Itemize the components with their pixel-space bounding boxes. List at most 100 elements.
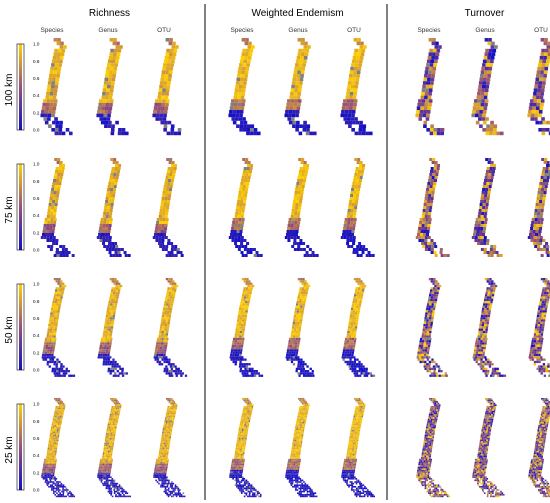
map-cell — [431, 317, 434, 320]
map-cell — [49, 457, 51, 459]
map-weighted-endemism-otu-100km — [340, 38, 373, 136]
map-cell — [53, 438, 56, 440]
map-cell — [485, 358, 488, 361]
map-cell — [46, 88, 51, 92]
map-cell — [246, 415, 248, 418]
map-cell — [244, 415, 247, 418]
map-cell — [296, 200, 300, 203]
map-cell — [48, 458, 51, 461]
map-cell — [241, 370, 245, 373]
map-cell — [243, 426, 246, 429]
map-cell — [542, 287, 545, 290]
map-cell — [108, 349, 111, 352]
map-cell — [110, 434, 113, 437]
map-cell — [349, 340, 352, 343]
map-cell — [237, 446, 240, 448]
map-cell — [160, 479, 162, 482]
map-cell — [164, 106, 169, 110]
map-cell — [44, 342, 47, 345]
map-cell — [354, 173, 358, 176]
map-cell — [101, 466, 104, 469]
map-cell — [116, 486, 119, 488]
map-cell — [353, 370, 357, 373]
map-cell — [436, 289, 440, 292]
map-cell — [159, 212, 163, 215]
map-cell — [242, 398, 244, 400]
map-cell — [371, 254, 375, 257]
map-cell — [290, 333, 294, 336]
map-cell — [428, 221, 432, 224]
map-cell — [483, 200, 487, 203]
map-cell — [355, 287, 358, 290]
map-cell — [346, 99, 351, 103]
map-cell — [58, 423, 60, 426]
map-cell — [155, 473, 157, 475]
map-cell — [241, 307, 244, 311]
map-cell — [163, 446, 165, 448]
map-cell — [354, 374, 357, 377]
map-cell — [62, 245, 66, 248]
row-label-100-km: 100 km — [4, 74, 15, 107]
map-cell — [112, 417, 114, 419]
map-cell — [490, 45, 495, 49]
map-cell — [50, 439, 53, 442]
map-cell — [300, 294, 303, 297]
map-cell — [546, 59, 550, 64]
map-cell — [107, 423, 110, 426]
map-cell — [53, 307, 56, 311]
map-cell — [167, 495, 170, 498]
map-cell — [474, 236, 478, 239]
map-cell — [425, 191, 429, 194]
map-cell — [293, 349, 297, 352]
map-cell — [295, 203, 299, 206]
map-cell — [247, 59, 251, 64]
map-cell — [108, 56, 113, 60]
map-cell — [54, 301, 58, 304]
map-cell — [240, 197, 244, 200]
map-cell — [538, 113, 542, 118]
map-cell — [114, 296, 117, 299]
map-cell — [353, 88, 358, 92]
map-cell — [48, 462, 50, 464]
map-cell — [50, 441, 52, 443]
map-cell — [258, 374, 261, 377]
map-cell — [487, 319, 490, 322]
map-cell — [529, 353, 532, 357]
map-cell — [114, 251, 118, 254]
map-cell — [59, 301, 62, 304]
map-cell — [443, 374, 446, 377]
map-cell — [485, 312, 489, 315]
map-cell — [424, 70, 429, 74]
map-cell — [100, 340, 103, 343]
map-cell — [100, 458, 102, 461]
map-cell — [425, 312, 428, 315]
map-cell — [545, 167, 549, 170]
map-cell — [116, 404, 119, 406]
map-cell — [161, 465, 164, 467]
map-cell — [542, 289, 545, 292]
map-cell — [46, 99, 51, 103]
map-cell — [51, 203, 55, 206]
map-cell — [431, 74, 435, 78]
map-cell — [429, 63, 434, 67]
map-cell — [347, 218, 351, 221]
map-cell — [248, 407, 250, 410]
map-cell — [360, 294, 364, 297]
map-cell — [232, 358, 236, 361]
map-cell — [475, 342, 478, 345]
map-cell — [296, 312, 299, 315]
map-cell — [170, 414, 173, 416]
map-cell — [51, 230, 55, 233]
map-cell — [166, 447, 168, 450]
map-cell — [356, 56, 360, 60]
map-cell — [250, 287, 253, 290]
map-cell — [240, 328, 243, 331]
map-cell — [104, 353, 108, 357]
map-cell — [108, 95, 113, 100]
map-cell — [166, 398, 168, 400]
map-cell — [165, 478, 168, 480]
map-cell — [239, 110, 244, 114]
map-cell — [300, 303, 303, 306]
map-cell — [419, 358, 423, 361]
map-cell — [156, 463, 159, 466]
